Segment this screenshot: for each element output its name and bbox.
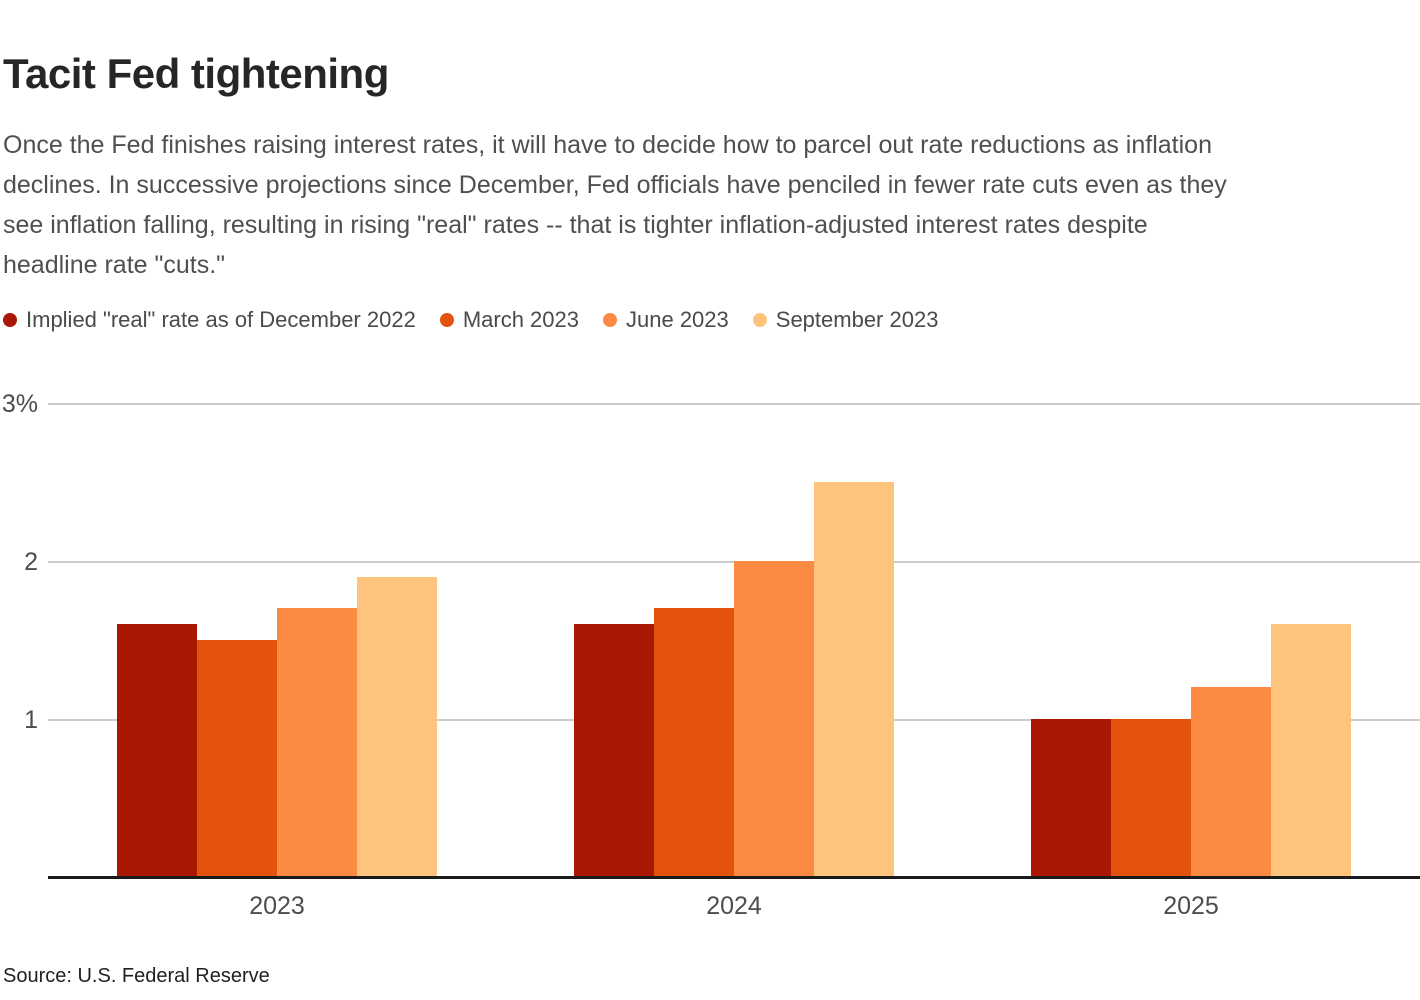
legend-dot-icon bbox=[3, 313, 17, 327]
legend-item: September 2023 bbox=[752, 307, 939, 333]
x-axis-category-label: 2025 bbox=[1163, 892, 1219, 920]
bar-2023-series3 bbox=[357, 577, 437, 877]
bar-2024-series0 bbox=[574, 624, 654, 877]
bar-2024-series2 bbox=[734, 561, 814, 877]
legend-item: June 2023 bbox=[603, 307, 729, 333]
bar-2023-series0 bbox=[117, 624, 197, 877]
x-axis-line bbox=[48, 876, 1420, 879]
legend-label: September 2023 bbox=[775, 307, 939, 332]
legend-item: Implied "real" rate as of December 2022 bbox=[3, 307, 416, 333]
legend-dot-icon bbox=[752, 313, 767, 327]
x-axis-category-label: 2024 bbox=[706, 892, 762, 920]
y-axis-tick-label: 1 bbox=[24, 706, 38, 734]
bar-2025-series1 bbox=[1111, 719, 1191, 877]
y-axis-tick-label: 3% bbox=[1, 390, 38, 418]
source-note: Source: U.S. Federal Reserve bbox=[3, 965, 270, 987]
bar-2023-series1 bbox=[197, 640, 277, 877]
bar-2025-series2 bbox=[1191, 687, 1271, 877]
legend-dot-icon bbox=[603, 313, 617, 327]
x-axis-category-label: 2023 bbox=[249, 892, 305, 920]
legend-label: June 2023 bbox=[626, 307, 729, 332]
chart-title: Tacit Fed tightening bbox=[3, 50, 389, 98]
bar-2023-series2 bbox=[277, 608, 357, 877]
legend-item: March 2023 bbox=[439, 307, 579, 333]
bar-2025-series0 bbox=[1031, 719, 1111, 877]
legend: Implied "real" rate as of December 2022 M… bbox=[3, 307, 938, 333]
y-axis-tick-label: 2 bbox=[24, 548, 38, 576]
legend-label: Implied "real" rate as of December 2022 bbox=[26, 307, 416, 332]
chart-subtitle: Once the Fed finishes raising interest r… bbox=[3, 131, 1227, 279]
gridline bbox=[48, 403, 1420, 405]
bar-2024-series1 bbox=[654, 608, 734, 877]
legend-label: March 2023 bbox=[462, 307, 579, 332]
bar-2024-series3 bbox=[814, 482, 894, 877]
bar-2025-series3 bbox=[1271, 624, 1351, 877]
legend-dot-icon bbox=[439, 313, 454, 327]
